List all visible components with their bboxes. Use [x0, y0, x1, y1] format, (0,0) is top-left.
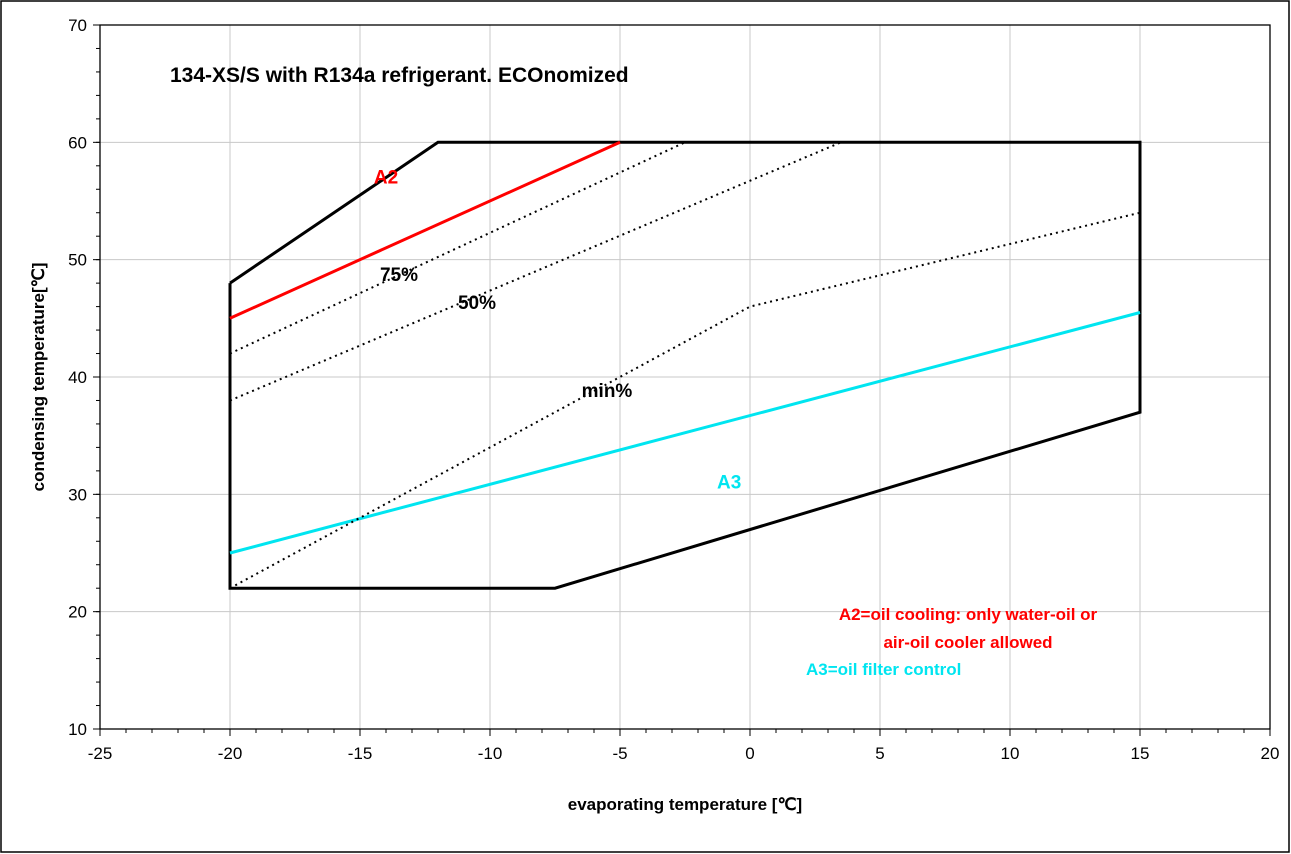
x-tick-label: 15 — [1131, 744, 1150, 763]
x-tick-label: 5 — [875, 744, 884, 763]
x-tick-label: 20 — [1261, 744, 1280, 763]
series-line-a2 — [229, 140, 621, 320]
annotation-75pct: 75% — [380, 265, 418, 286]
x-tick-label: -10 — [478, 744, 503, 763]
x-tick-label: 0 — [745, 744, 754, 763]
y-tick-label: 10 — [68, 720, 87, 739]
annotation-minpct: min% — [582, 381, 633, 402]
series-line-minpct — [229, 211, 1141, 590]
y-tick-label: 40 — [68, 368, 87, 387]
y-tick-label: 70 — [68, 16, 87, 35]
y-axis-label: condensing temperature[℃] — [29, 263, 48, 492]
y-tick-label: 60 — [68, 133, 87, 152]
y-tick-label: 30 — [68, 485, 87, 504]
x-axis-label: evaporating temperature [℃] — [568, 795, 802, 814]
x-tick-label: 10 — [1001, 744, 1020, 763]
note-a2-line2: air-oil cooler allowed — [883, 633, 1052, 652]
series — [228, 140, 1142, 590]
y-tick-label: 50 — [68, 251, 87, 270]
y-tick-label: 20 — [68, 603, 87, 622]
note-a3: A3=oil filter control — [806, 660, 961, 679]
series-line-50pct — [229, 141, 842, 402]
note-a2-line1: A2=oil cooling: only water-oil or — [839, 605, 1098, 624]
x-tick-label: -5 — [612, 744, 627, 763]
ticks: -25 -20 -15 -10 -5 0 5 10 15 20 10 20 30 40 50 60 70 — [68, 16, 1279, 763]
chart-title: 134-XS/S with R134a refrigerant. ECOnomi… — [170, 64, 629, 87]
x-tick-label: -25 — [88, 744, 113, 763]
x-tick-label: -20 — [218, 744, 243, 763]
annotation-50pct: 50% — [458, 293, 496, 314]
annotations: A2 75% 50% min% A3 — [374, 167, 741, 493]
series-line-a3 — [229, 311, 1141, 555]
annotation-a2: A2 — [374, 167, 398, 188]
x-tick-label: -15 — [348, 744, 373, 763]
annotation-a3: A3 — [717, 472, 741, 493]
